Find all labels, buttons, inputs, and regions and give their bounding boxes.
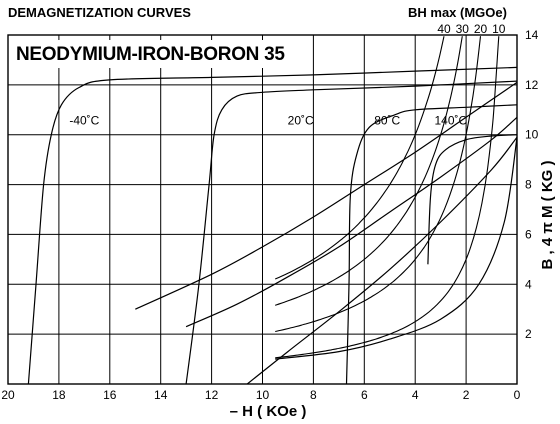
y-tick-label: 2 bbox=[525, 327, 532, 341]
y-tick-label: 14 bbox=[525, 28, 539, 42]
curve-normal-80c bbox=[246, 136, 518, 385]
bhmax-line-40 bbox=[274, 36, 445, 280]
bhmax-line-30 bbox=[275, 36, 463, 306]
x-tick-label: 0 bbox=[514, 388, 521, 402]
x-tick-label: 10 bbox=[256, 388, 270, 402]
x-tick-label: 6 bbox=[361, 388, 368, 402]
bhmax-energy-lines bbox=[274, 36, 500, 359]
y-tick-labels: 2 4 6 8 10 12 14 bbox=[525, 28, 539, 341]
bhmax-tick-labels: 40 30 20 10 bbox=[437, 22, 505, 36]
bhmax-tick-label: 30 bbox=[456, 22, 470, 36]
bhmax-line-20 bbox=[275, 36, 482, 333]
x-tick-label: 18 bbox=[52, 388, 66, 402]
grid-lines bbox=[7, 35, 518, 384]
curve-label-140c: 140˚C bbox=[434, 114, 467, 128]
x-tick-label: 4 bbox=[412, 388, 419, 402]
y-tick-label: 4 bbox=[525, 277, 532, 291]
chart-header: DEMAGNETIZATION CURVES bbox=[8, 5, 191, 20]
y-tick-label: 12 bbox=[525, 78, 539, 92]
curve-intrinsic--40c bbox=[27, 66, 518, 385]
y-tick-label: 8 bbox=[525, 178, 532, 192]
x-tick-label: 14 bbox=[154, 388, 168, 402]
curve-label--40c: -40˚C bbox=[69, 114, 99, 128]
bhmax-tick-label: 20 bbox=[474, 22, 488, 36]
x-tick-label: 8 bbox=[310, 388, 317, 402]
curve-normal-140c bbox=[275, 137, 518, 360]
plot-frame bbox=[7, 34, 518, 385]
bhmax-line-10 bbox=[275, 36, 500, 359]
x-tick-label: 20 bbox=[1, 388, 15, 402]
curve-normal-20c bbox=[185, 116, 518, 328]
x-tick-label: 12 bbox=[205, 388, 219, 402]
chart-title: NEODYMIUM-IRON-BORON 35 bbox=[16, 44, 285, 65]
bhmax-tick-label: 40 bbox=[437, 22, 451, 36]
curve-normal--40c bbox=[135, 81, 518, 310]
curve-label-20c: 20˚C bbox=[288, 114, 314, 128]
x-tick-label: 2 bbox=[463, 388, 470, 402]
curve-intrinsic-80c bbox=[345, 104, 518, 385]
title-background bbox=[10, 40, 282, 68]
x-tick-labels: 20 18 16 14 12 10 8 6 4 2 0 bbox=[1, 388, 520, 402]
bhmax-tick-label: 10 bbox=[492, 22, 506, 36]
y-tick-label: 10 bbox=[525, 128, 539, 142]
curve-intrinsic-140c bbox=[427, 134, 518, 265]
curve-label-80c: 80˚C bbox=[374, 114, 400, 128]
x-axis-label: – H ( KOe ) bbox=[230, 403, 307, 420]
y-axis-label: B , 4 π M ( KG ) bbox=[539, 161, 556, 270]
curve-intrinsic-20c bbox=[185, 80, 518, 385]
x-tick-label: 16 bbox=[103, 388, 117, 402]
curve-labels: -40˚C 20˚C 80˚C 140˚C bbox=[69, 114, 467, 128]
demagnetization-curves bbox=[27, 66, 518, 385]
bhmax-label: BH max (MGOe) bbox=[408, 5, 507, 20]
y-tick-label: 6 bbox=[525, 227, 532, 241]
